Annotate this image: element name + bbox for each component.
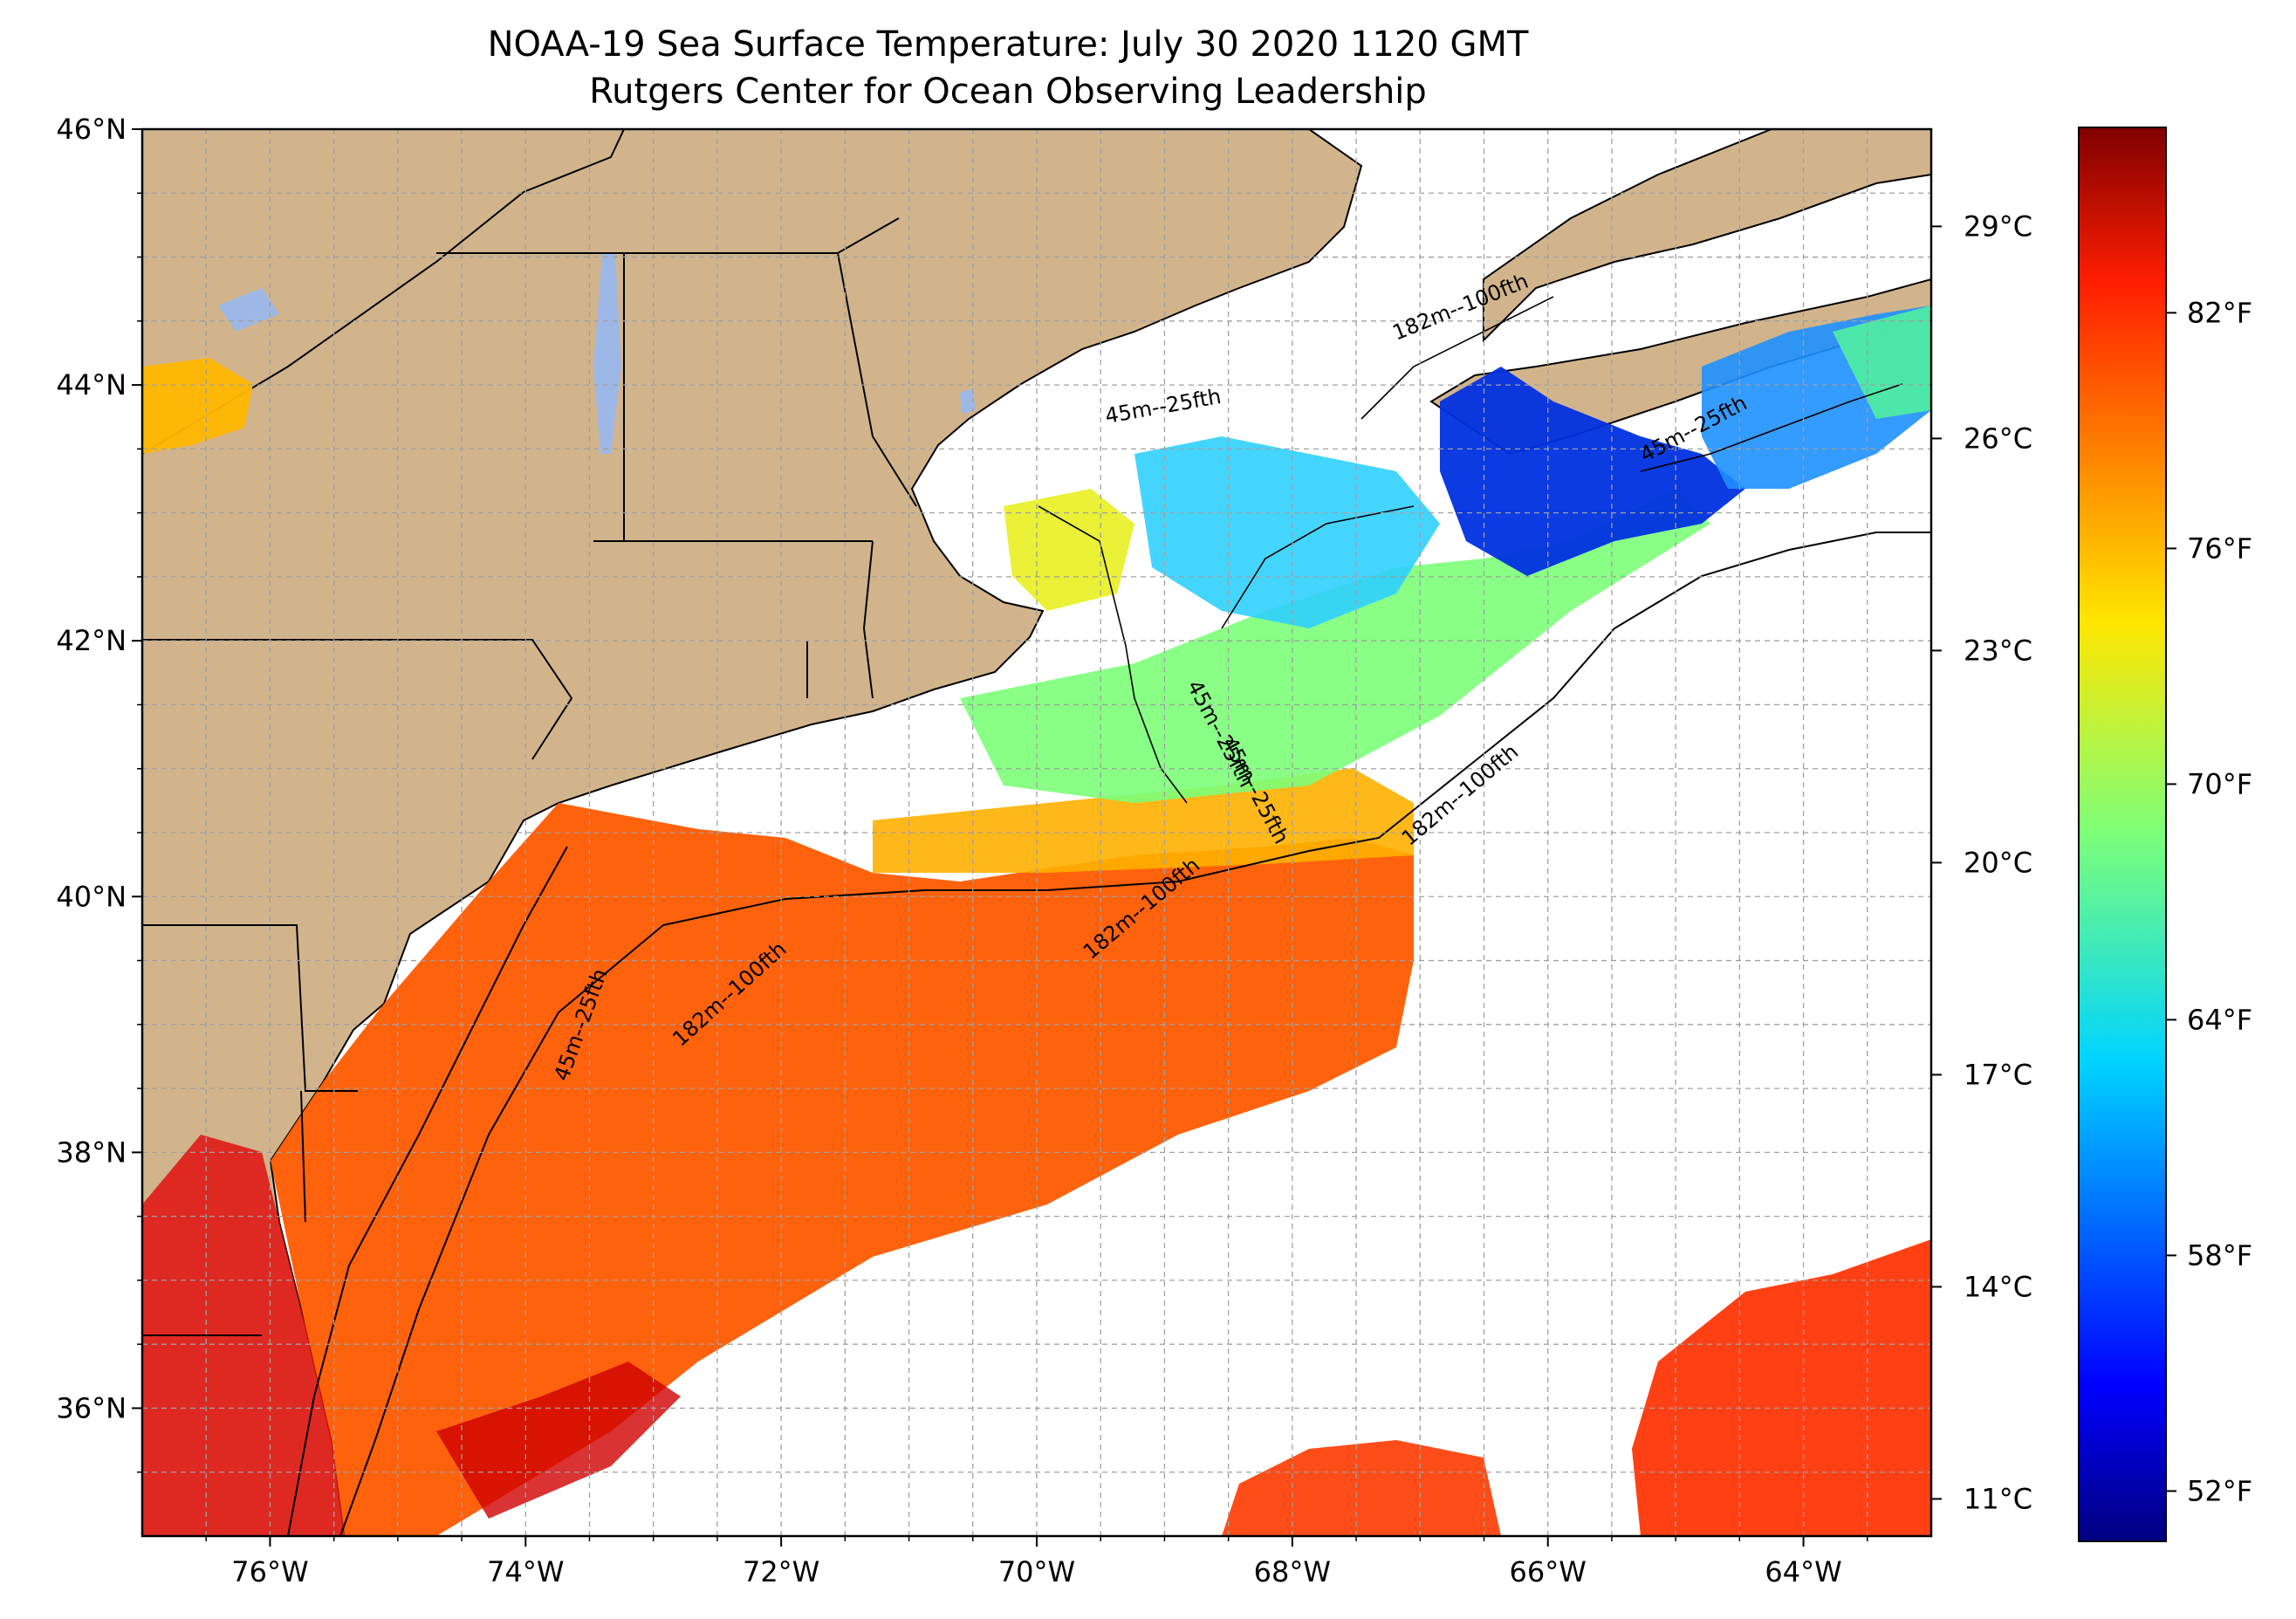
map-area <box>142 129 1931 1536</box>
fahrenheit-tick-label: 82°F <box>2187 296 2252 329</box>
lon-tick-label: 68°W <box>1254 1555 1331 1588</box>
lon-tick-label: 66°W <box>1510 1555 1587 1588</box>
lon-tick-label: 70°W <box>998 1555 1075 1588</box>
map-title: NOAA-19 Sea Surface Temperature: July 30… <box>487 24 1529 65</box>
celsius-tick-label: 17°C <box>1964 1058 2032 1091</box>
fahrenheit-tick-label: 76°F <box>2187 532 2252 565</box>
map-subtitle: Rutgers Center for Ocean Observing Leade… <box>589 72 1427 112</box>
sst-cyan-gom <box>1134 436 1440 628</box>
lon-tick-label: 74°W <box>487 1555 564 1588</box>
fahrenheit-tick-label: 70°F <box>2187 767 2252 800</box>
contour-182m <box>339 532 1931 1536</box>
celsius-tick-label: 26°C <box>1964 422 2032 455</box>
sst-western-ny <box>142 358 253 454</box>
colorbar <box>2078 127 2167 1542</box>
lake-small-1 <box>960 388 976 414</box>
contour-45m-scotian <box>1640 383 1903 472</box>
contour-45m <box>287 846 568 1536</box>
sst-warm-region <box>271 803 1414 1536</box>
lat-tick-label: 46°N <box>56 113 127 146</box>
lat-tick-label: 38°N <box>56 1135 127 1169</box>
lat-tick-label: 40°N <box>56 880 127 913</box>
fahrenheit-tick-label: 52°F <box>2187 1474 2252 1507</box>
celsius-tick-label: 11°C <box>1964 1482 2032 1515</box>
sst-warm-southeast <box>1632 1239 1931 1536</box>
lon-tick-label: 64°W <box>1765 1555 1841 1588</box>
lon-tick-label: 72°W <box>743 1555 819 1588</box>
fahrenheit-tick-label: 64°F <box>2187 1003 2252 1036</box>
sst-yellow-band <box>873 768 1414 873</box>
state-boundaries <box>142 217 917 1336</box>
lat-tick-label: 36°N <box>56 1391 127 1424</box>
celsius-tick-label: 20°C <box>1964 846 2032 879</box>
sst-green-scotian <box>1833 305 1931 419</box>
longitude-axis: 76°W 74°W 72°W 70°W 68°W 66°W 64°W <box>205 1536 1868 1588</box>
colorbar-celsius-axis: 29°C 26°C 23°C 20°C 17°C 14°C 11°C <box>1931 209 2032 1515</box>
sst-cold-bay-of-fundy <box>1440 367 1745 576</box>
latitude-axis: 46°N 44°N 42°N 40°N 38°N 36°N <box>56 113 142 1473</box>
lake-champlain <box>593 253 621 454</box>
celsius-tick-label: 14°C <box>1964 1270 2032 1303</box>
gridlines <box>142 129 1931 1536</box>
lat-tick-label: 44°N <box>56 368 127 401</box>
celsius-tick-label: 29°C <box>1964 209 2032 243</box>
celsius-tick-label: 23°C <box>1964 634 2032 667</box>
fahrenheit-tick-label: 58°F <box>2187 1238 2252 1272</box>
colorbar-fahrenheit-axis: 82°F 76°F 70°F 64°F 58°F 52°F <box>2166 296 2252 1507</box>
sst-warm-south-patch <box>1222 1440 1501 1536</box>
sst-hot-offshore <box>436 1362 681 1519</box>
lon-tick-label: 76°W <box>231 1555 308 1588</box>
lat-tick-label: 42°N <box>56 624 127 657</box>
